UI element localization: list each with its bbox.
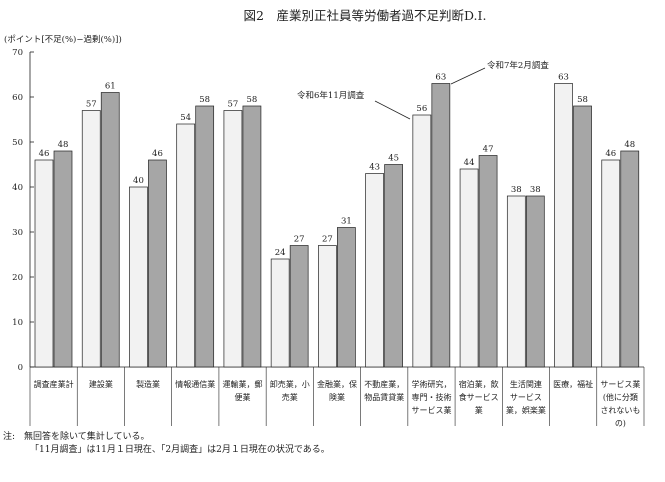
category-label: 建設業 <box>89 379 113 389</box>
data-label: 24 <box>275 248 286 258</box>
category-label: サービス業 <box>411 405 451 415</box>
bar-nov <box>34 159 54 368</box>
bar-nov <box>129 186 148 368</box>
data-label: 57 <box>86 100 97 110</box>
category-label: 卸売業，小 <box>270 379 310 389</box>
data-label: 44 <box>464 158 475 168</box>
data-label: 56 <box>416 104 427 114</box>
annotation-nov: 令和6年11月調査 <box>297 90 365 101</box>
data-label: 58 <box>247 95 258 105</box>
category-label: 運輸業，郵 <box>223 379 263 389</box>
category-label: サービス <box>510 393 542 402</box>
bar-nov <box>506 195 526 368</box>
annotation-nov-arrow <box>374 100 411 120</box>
data-label: 40 <box>133 176 144 186</box>
category-label: の) <box>615 419 626 428</box>
category-label: 険業 <box>329 392 345 402</box>
category-label: 生活関連 <box>510 379 542 389</box>
category-label: 製造業 <box>136 379 160 389</box>
data-label: 63 <box>435 73 446 83</box>
data-label: 58 <box>577 95 588 105</box>
category-label: 宿泊業，飲 <box>459 379 499 389</box>
data-label: 31 <box>341 217 352 227</box>
category-label: 専門・技術 <box>411 392 451 402</box>
category-label: 情報通信業 <box>175 379 215 389</box>
y-tick-label: 60 <box>12 93 23 103</box>
data-label: 38 <box>530 185 541 195</box>
category-label: サービス業 <box>600 379 640 389</box>
category-label: 物品賃貸業 <box>364 392 404 402</box>
category-label: 学術研究， <box>411 379 451 389</box>
data-label: 54 <box>180 113 191 123</box>
category-label: 医療，福祉 <box>553 379 593 389</box>
data-label: 27 <box>294 235 305 245</box>
y-tick-label: 70 <box>12 48 23 58</box>
bar-feb <box>242 105 262 368</box>
data-label: 46 <box>605 149 616 159</box>
bar-nov <box>601 159 621 368</box>
data-label: 57 <box>228 100 239 110</box>
y-tick-label: 50 <box>12 138 23 148</box>
bar-nov <box>176 123 196 368</box>
category-label: 便業 <box>235 392 251 402</box>
y-tick-label: 0 <box>18 363 23 373</box>
bar-feb <box>100 92 120 368</box>
category-label: 金融業，保 <box>317 379 357 389</box>
data-label: 38 <box>511 185 522 195</box>
chart-title: 図2 産業別正社員等労働者過不足判断D.I. <box>244 8 487 23</box>
data-label: 46 <box>152 149 163 159</box>
y-axis-label: (ポイント[不足(%)−過剰(%)]) <box>4 34 122 45</box>
category-label: 業 <box>475 405 483 415</box>
y-tick-label: 40 <box>12 183 23 193</box>
bar-nov <box>223 110 243 368</box>
y-tick-label: 20 <box>12 273 23 283</box>
bar-feb <box>525 195 545 368</box>
data-label: 63 <box>558 73 569 83</box>
y-tick-label: 30 <box>12 228 23 238</box>
bar-nov <box>459 168 479 368</box>
category-label: 食サービス <box>459 392 499 402</box>
data-label: 27 <box>322 235 333 245</box>
bar-nov <box>270 258 290 368</box>
category-label: 売業 <box>282 392 298 402</box>
bar-feb <box>431 83 451 368</box>
bar-feb <box>289 245 309 368</box>
bar-feb <box>620 150 640 368</box>
data-label: 46 <box>39 149 50 159</box>
category-label: されないも <box>600 406 640 415</box>
bar-feb <box>337 227 356 368</box>
bar-nov <box>412 114 432 368</box>
note-line-2: 「11月調査」は11月１日現在、「2月調査」は2月１日現在の状況である。 <box>30 443 330 455</box>
y-tick-label: 10 <box>12 318 23 328</box>
bar-feb <box>384 164 403 368</box>
data-label: 61 <box>105 82 116 92</box>
category-label: 調査産業計 <box>34 379 74 389</box>
data-label: 47 <box>483 145 494 155</box>
bar-nov <box>554 83 573 368</box>
bar-feb <box>573 105 592 368</box>
data-label: 48 <box>58 140 69 150</box>
bar-feb <box>478 155 498 368</box>
annotation-feb-arrow <box>450 67 486 85</box>
category-label: (他に分類 <box>603 392 638 402</box>
bar-nov <box>365 173 384 368</box>
bar-nov <box>81 110 101 368</box>
data-label: 43 <box>369 163 380 173</box>
category-label: 不動産業， <box>364 379 404 389</box>
data-label: 45 <box>388 154 399 164</box>
bar-feb <box>148 159 167 368</box>
note-line-1: 注: 無回答を除いて集計している。 <box>3 430 150 442</box>
data-label: 48 <box>624 140 635 150</box>
annotation-feb: 令和7年2月調査 <box>487 60 549 71</box>
data-label: 58 <box>199 95 210 105</box>
category-label: 業，娯楽業 <box>506 405 546 415</box>
bar-feb <box>53 150 73 368</box>
bar-nov <box>318 245 337 368</box>
bar-feb <box>195 105 215 368</box>
